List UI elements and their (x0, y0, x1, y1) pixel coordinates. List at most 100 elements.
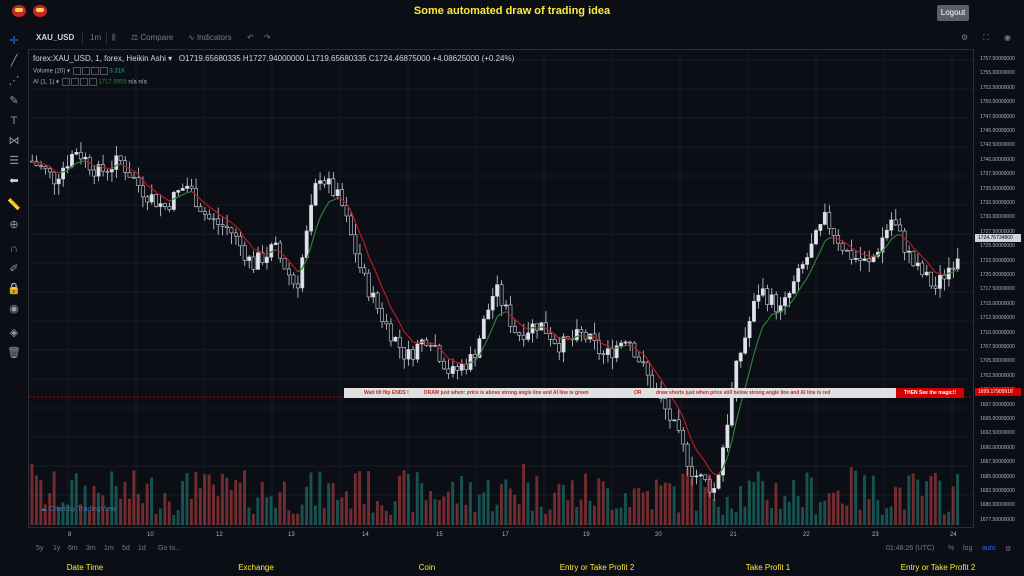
ai-line-segment (67, 165, 73, 171)
series-name[interactable]: forex:XAU_USD, 1, forex, Heikin Ashi (33, 54, 166, 63)
prediction-icon[interactable]: ☰ (9, 155, 19, 167)
candle-body (526, 332, 531, 340)
range-5d[interactable]: 5d (122, 545, 130, 552)
ai-line-segment (169, 198, 175, 202)
percent-toggle[interactable]: % (948, 545, 955, 552)
volume-bar (499, 483, 503, 525)
ai-label[interactable]: AI (1, 1) (33, 79, 55, 86)
symbol-search[interactable]: XAU_USD (36, 33, 75, 42)
undo-icon[interactable]: ↶ (247, 33, 254, 42)
price-tick: 1750.00000000 (980, 99, 1015, 106)
candle-body (127, 172, 132, 178)
lock-icon[interactable]: 🔒 (7, 283, 21, 295)
volume-bar (756, 471, 760, 525)
redo-icon[interactable]: ↷ (264, 33, 271, 42)
snapshot-icon[interactable]: ◉ (1004, 33, 1011, 42)
magnet-icon[interactable]: ∩ (10, 243, 18, 255)
ai-line-segment (882, 245, 888, 252)
range-1d[interactable]: 1d (138, 545, 146, 552)
logout-button[interactable]: Logout (937, 5, 969, 21)
price-tick: 1727.50000000 (980, 228, 1015, 235)
volume-bar (938, 480, 942, 525)
volume-label[interactable]: Volume (20) (33, 68, 66, 75)
candle-body (411, 349, 415, 360)
eye-icon[interactable]: ◉ (9, 303, 19, 315)
goto-button[interactable]: Go to... (158, 545, 181, 552)
range-1m[interactable]: 1m (104, 545, 114, 552)
trendline-icon[interactable]: ╱ (10, 55, 18, 67)
ai-line-segment (554, 333, 560, 340)
trash-icon[interactable]: 🗑 (7, 347, 21, 359)
settings-icon[interactable]: ⚙ (961, 33, 969, 42)
candle-body (109, 169, 114, 173)
price-tick: 1720.00000000 (980, 272, 1015, 278)
ai-line-segment (660, 379, 667, 388)
time-tick: 23 (872, 532, 879, 538)
bar-style-icon[interactable]: ⫼ (112, 33, 116, 42)
volume-value: 3.31K (109, 68, 126, 75)
candle-body (672, 419, 677, 422)
volume-bar (712, 499, 716, 525)
indicators-button[interactable]: ∿ Indicators (188, 28, 232, 48)
ai-line-segment (478, 346, 485, 356)
zoom-icon[interactable]: ⊕ (9, 219, 19, 231)
ai-line-segment (939, 272, 945, 276)
back-arrow-icon[interactable]: ⬅ (9, 175, 19, 187)
chart-area[interactable] (28, 49, 974, 528)
volume-bar (699, 478, 703, 525)
settings-icon[interactable]: ⚙ (1005, 546, 1012, 553)
volume-bar (57, 506, 60, 525)
candle-body (907, 250, 911, 253)
volume-bar (367, 471, 370, 525)
candle-body (176, 190, 181, 193)
volume-bar (659, 485, 663, 525)
volume-bar (274, 507, 277, 525)
pattern-icon[interactable]: ⋈ (8, 135, 20, 147)
auto-toggle[interactable]: auto (982, 545, 996, 552)
volume-bar (672, 486, 676, 525)
price-tick: 1730.00000000 (980, 214, 1015, 221)
ai-line-segment (173, 196, 179, 200)
compare-button[interactable]: ⚖ Compare (131, 28, 173, 48)
candle-body (552, 339, 557, 344)
draw-mode-icon[interactable]: ✐ (9, 263, 19, 275)
price-tick: 1682.50000000 (980, 488, 1015, 494)
clock: 01:48:26 (UTC) (886, 545, 935, 552)
volume-bar (894, 486, 897, 525)
crosshair-icon[interactable]: ✛ (9, 35, 19, 47)
volume-bar (530, 510, 534, 525)
candle-body (158, 203, 163, 207)
log-toggle[interactable]: log (963, 545, 973, 552)
volume-bar (685, 468, 689, 525)
candle-body (189, 185, 194, 189)
ai-line-segment (439, 347, 445, 354)
candle-body (362, 267, 367, 274)
text-icon[interactable]: T (10, 115, 18, 127)
layers-icon[interactable]: ◈ (9, 327, 19, 339)
range-5y[interactable]: 5y (36, 545, 44, 552)
range-3m[interactable]: 3m (86, 545, 96, 552)
volume-bar (451, 481, 455, 525)
ai-line-segment (726, 440, 733, 458)
range-6m[interactable]: 6m (68, 545, 78, 552)
candle-body (517, 332, 522, 336)
candle-body (703, 474, 708, 480)
ai-line-segment (85, 160, 91, 164)
brush-icon[interactable]: ✎ (9, 95, 19, 107)
range-1y[interactable]: 1y (53, 545, 61, 552)
fullscreen-icon[interactable]: ⛶ (983, 33, 989, 42)
candle-body (455, 366, 460, 371)
candle-body (601, 353, 606, 355)
price-tick: 1697.50000000 (980, 401, 1015, 408)
fib-icon[interactable]: ⋰ (8, 75, 20, 87)
ai-line-segment (89, 162, 95, 167)
interval-button[interactable]: 1m (90, 33, 102, 42)
volume-bar (544, 513, 548, 525)
ai-line-segment (651, 366, 658, 374)
volume-bar (752, 482, 756, 525)
candle-body (70, 153, 74, 167)
ruler-icon[interactable]: 📏 (7, 199, 21, 211)
volume-bar (141, 503, 145, 525)
ai-line-segment (682, 417, 689, 430)
candle-body (845, 249, 849, 252)
